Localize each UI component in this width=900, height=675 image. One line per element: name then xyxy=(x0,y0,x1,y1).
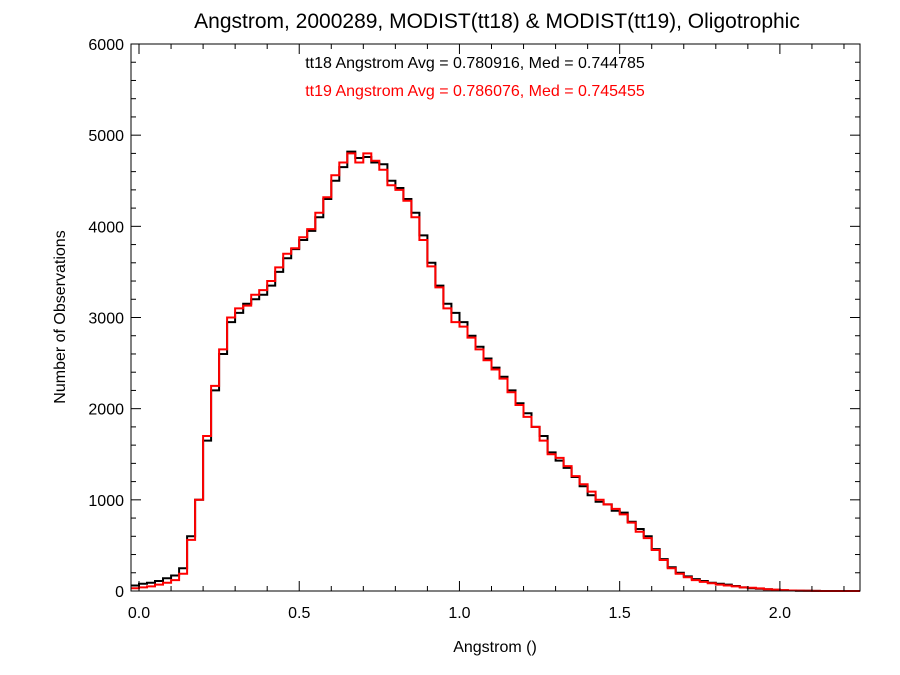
x-tick-label: 0.5 xyxy=(288,605,310,622)
series-layer xyxy=(131,150,860,592)
y-tick-label: 5000 xyxy=(88,128,124,145)
x-axis-label: Angstrom () xyxy=(453,639,537,656)
x-tick-label: 1.0 xyxy=(448,605,470,622)
x-tick-label: 1.5 xyxy=(609,605,631,622)
y-tick-label: 3000 xyxy=(88,311,124,328)
y-tick-label: 6000 xyxy=(88,37,124,54)
series-line-tt19 xyxy=(131,152,860,592)
axis-layer: 0.0 0.5 1.0 1.5 2.0 0 1000 2000 3000 4000 5000 6000 xyxy=(88,37,860,622)
x-tick-label: 0.0 xyxy=(128,605,150,622)
tt18-stats-annotation: tt18 Angstrom Avg = 0.780916, Med = 0.74… xyxy=(305,55,645,72)
chart-title: Angstrom, 2000289, MODIST(tt18) & MODIST… xyxy=(194,10,800,33)
y-tick-label: 4000 xyxy=(88,219,124,236)
plot-frame xyxy=(130,43,861,592)
y-tick-label: 0 xyxy=(115,584,124,601)
y-tick-label: 2000 xyxy=(88,402,124,419)
y-axis-label: Number of Observations xyxy=(52,230,69,403)
x-tick-label: 2.0 xyxy=(769,605,791,622)
y-tick-label: 1000 xyxy=(88,493,124,510)
tt19-stats-annotation: tt19 Angstrom Avg = 0.786076, Med = 0.74… xyxy=(305,83,645,100)
